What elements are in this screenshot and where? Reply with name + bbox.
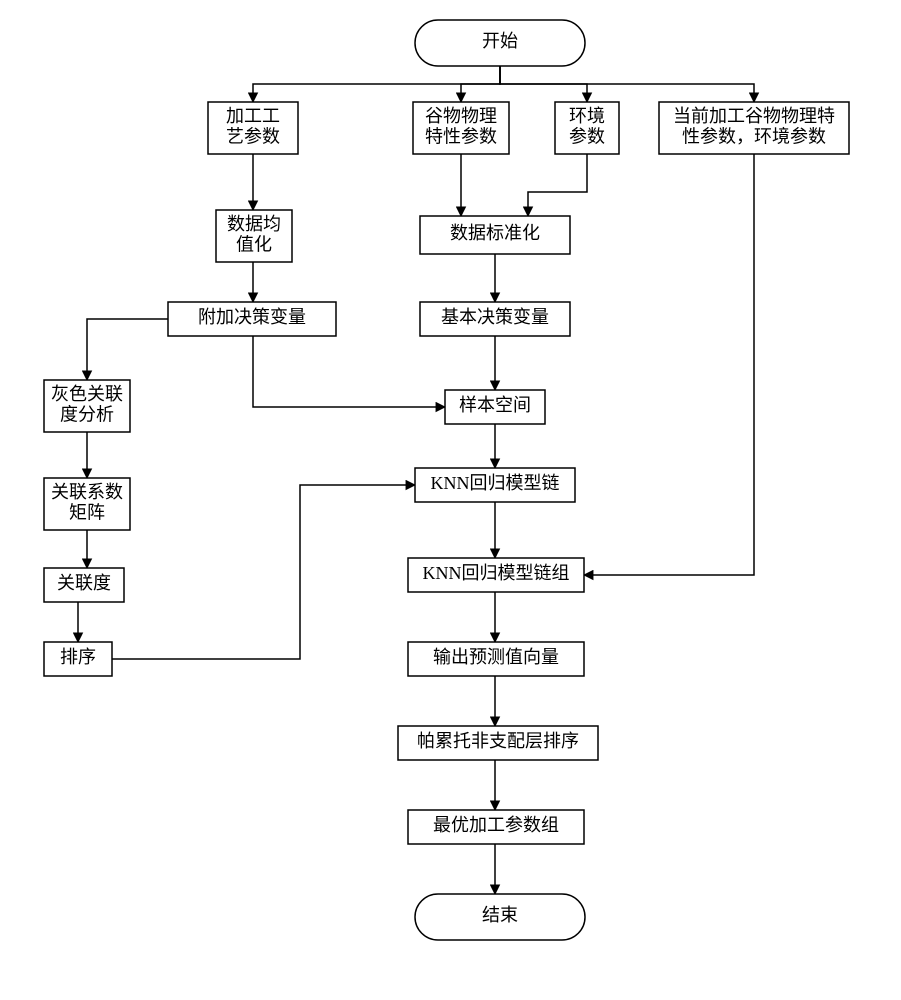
node-label: KNN回归模型链 xyxy=(431,473,560,493)
edge-n_current-to-n_knn2 xyxy=(584,154,754,575)
node-n_outvec: 输出预测值向量 xyxy=(408,642,584,676)
node-label: KNN回归模型链组 xyxy=(423,563,570,583)
edge-start-to-n_grain xyxy=(461,66,500,102)
node-n_sort: 排序 xyxy=(44,642,112,676)
node-n_add: 附加决策变量 xyxy=(168,302,336,336)
node-n_grain: 谷物物理特性参数 xyxy=(413,102,509,154)
node-n_current: 当前加工谷物物理特性参数，环境参数 xyxy=(659,102,849,154)
node-label: 数据均 xyxy=(227,214,281,234)
node-label: 当前加工谷物物理特 xyxy=(673,106,835,126)
node-label: 灰色关联 xyxy=(51,384,123,404)
node-label: 关联系数 xyxy=(51,482,123,502)
nodes-layer: 开始加工工艺参数谷物物理特性参数环境参数当前加工谷物物理特性参数，环境参数数据均… xyxy=(44,20,849,940)
node-label: 数据标准化 xyxy=(450,223,540,243)
node-start: 开始 xyxy=(415,20,585,66)
node-n_env: 环境参数 xyxy=(555,102,619,154)
edge-start-to-n_current xyxy=(500,66,754,102)
node-label: 最优加工参数组 xyxy=(433,815,559,835)
node-n_proc: 加工工艺参数 xyxy=(208,102,298,154)
node-label: 矩阵 xyxy=(69,502,105,522)
edge-n_sort-to-n_knn1 xyxy=(112,485,415,659)
node-label: 排序 xyxy=(60,647,96,667)
node-label: 值化 xyxy=(236,234,272,254)
node-label: 性参数，环境参数 xyxy=(682,126,826,146)
node-n_knn1: KNN回归模型链 xyxy=(415,468,575,502)
node-n_avg: 数据均值化 xyxy=(216,210,292,262)
node-label: 结束 xyxy=(482,905,518,925)
node-label: 基本决策变量 xyxy=(441,307,549,327)
edge-n_env-to-n_std xyxy=(528,154,587,216)
node-label: 帕累托非支配层排序 xyxy=(417,731,579,751)
node-n_opt: 最优加工参数组 xyxy=(408,810,584,844)
node-n_knn2: KNN回归模型链组 xyxy=(408,558,584,592)
node-n_std: 数据标准化 xyxy=(420,216,570,254)
node-label: 加工工 xyxy=(226,106,280,126)
node-label: 参数 xyxy=(569,126,605,146)
node-label: 特性参数 xyxy=(425,126,497,146)
node-label: 关联度 xyxy=(57,573,111,593)
node-label: 环境 xyxy=(569,106,605,126)
node-n_sample: 样本空间 xyxy=(445,390,545,424)
node-label: 谷物物理 xyxy=(425,106,497,126)
node-label: 附加决策变量 xyxy=(198,307,306,327)
node-end: 结束 xyxy=(415,894,585,940)
node-label: 样本空间 xyxy=(459,395,531,415)
node-label: 开始 xyxy=(482,31,518,51)
node-n_corr: 关联度 xyxy=(44,568,124,602)
node-label: 输出预测值向量 xyxy=(433,647,559,667)
node-n_coefmat: 关联系数矩阵 xyxy=(44,478,130,530)
node-n_pareto: 帕累托非支配层排序 xyxy=(398,726,598,760)
node-n_basic: 基本决策变量 xyxy=(420,302,570,336)
node-label: 度分析 xyxy=(60,404,114,424)
edge-n_add-to-n_gra xyxy=(87,319,168,380)
node-label: 艺参数 xyxy=(226,126,280,146)
edge-n_add-to-n_sample xyxy=(253,336,445,407)
node-n_gra: 灰色关联度分析 xyxy=(44,380,130,432)
flowchart-canvas: 开始加工工艺参数谷物物理特性参数环境参数当前加工谷物物理特性参数，环境参数数据均… xyxy=(0,0,901,1000)
